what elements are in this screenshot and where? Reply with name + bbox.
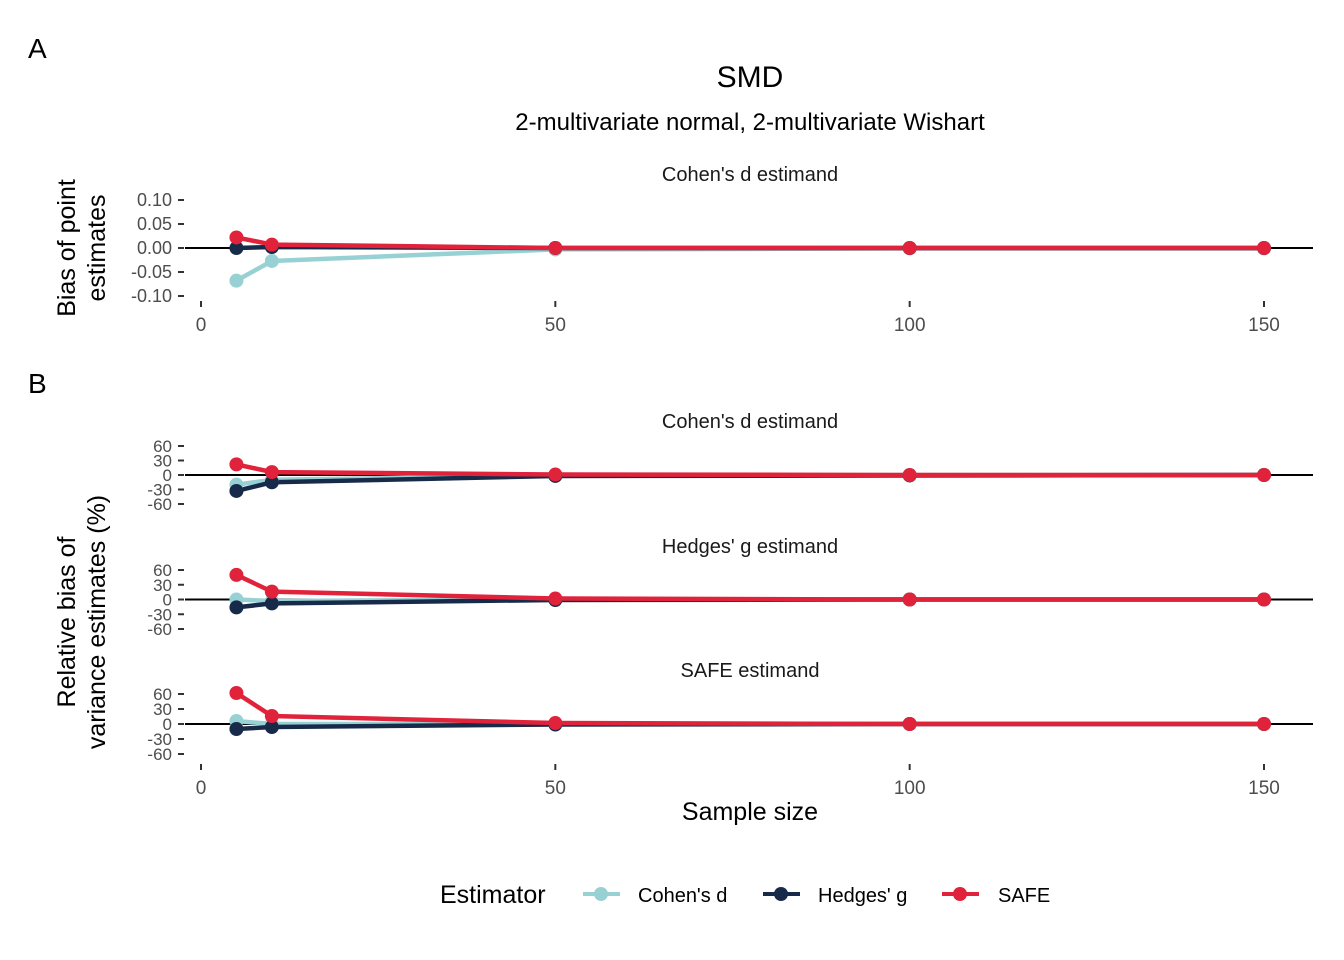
point-safe (229, 457, 244, 472)
x-tick-label: 150 (1248, 315, 1280, 336)
y-tick-label: 30 (153, 576, 172, 595)
y-tick-label: -60 (147, 620, 172, 639)
point-hedges-g (229, 483, 244, 498)
facet-panel-1: Cohen's d estimand -0.10 -0.05 0.00 0.05 0.10… (131, 164, 1313, 336)
y-tick-label: -30 (147, 481, 172, 500)
point-hedges-g (264, 720, 279, 734)
y-tick-label: 0.00 (137, 238, 172, 258)
y-tick-label: -60 (147, 745, 172, 764)
x-tick-label: 0 (196, 315, 207, 336)
y-tick-label: 60 (153, 685, 172, 704)
point-safe (1257, 241, 1271, 255)
x-tick-label: 100 (894, 315, 926, 336)
y-tick-label: -30 (147, 605, 172, 624)
point-hedges-g (264, 475, 279, 490)
legend-label-cohens-d: Cohen's d (638, 885, 727, 907)
y-tick-label: 30 (153, 452, 172, 471)
point-safe (548, 716, 563, 730)
x-tick-label: 50 (545, 315, 566, 336)
x-tick-label: 0 (196, 778, 207, 799)
chart-subtitle: 2-multivariate normal, 2-multivariate Wi… (515, 109, 985, 136)
point-hedges-g (229, 241, 244, 255)
legend-key-cohens-d-point (594, 887, 608, 901)
y-tick-label: 0 (163, 466, 172, 485)
point-safe (902, 717, 917, 731)
legend-key-safe-point (953, 887, 967, 901)
legend-item-hedges-g: Hedges' g (763, 885, 907, 907)
x-axis-title: Sample size (682, 798, 818, 826)
point-safe (902, 468, 917, 482)
point-safe (1257, 717, 1271, 731)
y-tick-label: -0.05 (131, 262, 172, 282)
y-tick-label: 0 (163, 715, 172, 734)
point-safe (264, 237, 279, 252)
chart-title: SMD (717, 61, 784, 94)
facet-strip-label: Cohen's d estimand (662, 164, 838, 186)
panel-label-a: A (28, 33, 47, 64)
y-tick-label: -60 (147, 495, 172, 514)
panel-label-b: B (28, 368, 47, 399)
y-tick-label: 0 (163, 591, 172, 610)
legend: Estimator Cohen's d Hedges' g SAFE (440, 881, 1050, 909)
series-line-safe (235, 572, 1264, 602)
y-axis-title-b-line2: variance estimates (%) (83, 495, 111, 749)
series-line-cohen-s-d (235, 246, 1264, 283)
point-hedges-g (229, 600, 244, 615)
legend-key-hedges-g-point (774, 887, 788, 901)
point-safe (1257, 468, 1271, 482)
point-hedges-g (264, 596, 279, 611)
series-line-safe (235, 691, 1264, 727)
x-tick-label: 150 (1248, 778, 1280, 799)
facet-strip-label: Hedges' g estimand (662, 536, 838, 558)
y-axis-title-a-line2: estimates (83, 195, 111, 302)
y-tick-label: -0.10 (131, 286, 172, 306)
y-axis-title-b: Relative bias of variance estimates (%) (53, 495, 111, 749)
legend-label-safe: SAFE (998, 885, 1050, 907)
y-tick-label: 60 (153, 561, 172, 580)
legend-item-safe: SAFE (942, 885, 1050, 907)
point-safe (1257, 592, 1271, 607)
point-safe (264, 584, 279, 599)
legend-title: Estimator (440, 881, 546, 909)
point-safe (902, 592, 917, 607)
x-tick-label: 100 (894, 778, 926, 799)
y-tick-label: 0.10 (137, 190, 172, 210)
point-safe (229, 686, 244, 700)
point-safe (548, 591, 563, 606)
point-safe (229, 567, 244, 582)
legend-item-cohens-d: Cohen's d (583, 885, 727, 907)
y-tick-label: 60 (153, 437, 172, 456)
point-cohen-s-d (264, 253, 279, 268)
y-tick-label: -30 (147, 730, 172, 749)
point-safe (264, 465, 279, 480)
y-tick-label: 30 (153, 700, 172, 719)
series-line-safe (235, 462, 1264, 478)
series-line-safe (235, 235, 1264, 251)
legend-label-hedges-g: Hedges' g (818, 885, 907, 907)
y-axis-title-a: Bias of point estimates (53, 179, 111, 317)
point-hedges-g (229, 722, 244, 736)
point-cohen-s-d (229, 273, 244, 288)
y-tick-label: 0.05 (137, 214, 172, 234)
facet-panels: Cohen's d estimand -0.10 -0.05 0.00 0.05 0.10… (131, 164, 1313, 799)
x-tick-label: 50 (545, 778, 566, 799)
point-safe (229, 230, 244, 245)
point-safe (548, 241, 563, 255)
point-safe (548, 467, 563, 482)
point-safe (902, 241, 917, 255)
y-axis-title-a-line1: Bias of point (53, 179, 81, 317)
facet-strip-label: Cohen's d estimand (662, 411, 838, 433)
point-safe (264, 709, 279, 723)
y-axis-title-b-line1: Relative bias of (53, 536, 81, 707)
facet-strip-label: SAFE estimand (681, 660, 820, 682)
